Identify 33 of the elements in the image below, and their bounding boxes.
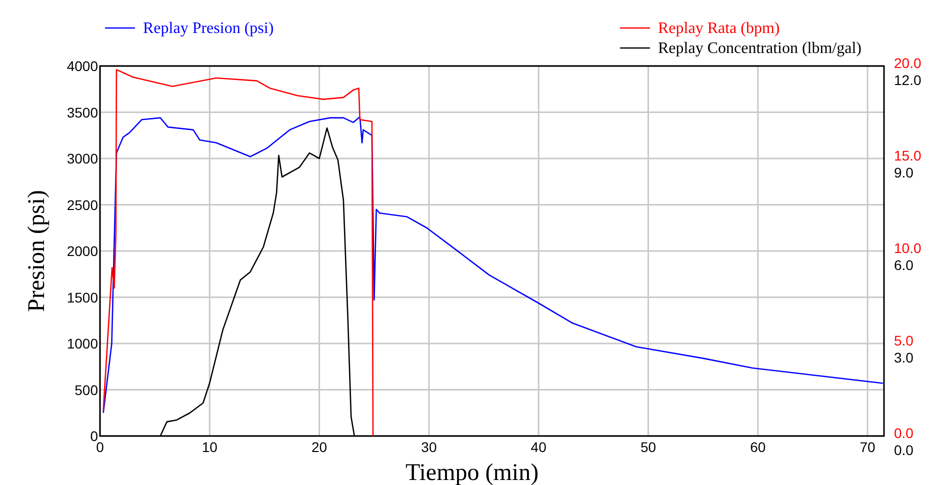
legend-label: Replay Rata (bpm) [658,20,780,37]
y-tick-label: 3000 [66,150,98,166]
y3-tick-label: 0.0 [894,442,914,458]
x-tick-label: 60 [750,439,766,455]
y2-tick-label: 15.0 [894,148,922,164]
y-tick-label: 3500 [66,104,98,120]
y2-tick-label: 0.0 [894,425,914,441]
y3-tick-label: 9.0 [894,164,914,180]
y-axis-title: Presion (psi) [24,190,50,312]
y3-tick-label: 12.0 [894,72,922,88]
y-tick-label: 1500 [66,289,98,306]
y2-tick-label: 20.0 [894,55,922,71]
y3-tick-label: 3.0 [894,350,914,366]
y-tick-label: 2000 [66,243,98,259]
line-series [102,116,884,414]
x-tick-label: 40 [530,439,547,455]
y2-tick-label: 10.0 [894,240,922,256]
x-tick-label: 50 [640,439,656,455]
legend-label: Replay Presion (psi) [143,20,274,37]
x-tick-label: 20 [312,439,328,455]
y-tick-label: 1000 [66,336,98,352]
y-tick-label: 0 [90,428,98,444]
y-tick-label: 500 [74,382,98,398]
x-axis-title: Tiempo (min) [405,460,539,485]
y3-tick-label: 6.0 [894,257,914,273]
legend-label: Replay Concentration (lbm/gal) [658,40,862,57]
x-tick-label: 70 [860,439,876,455]
x-tick-label: 10 [202,439,218,455]
line-series [102,69,374,437]
y-tick-label: 4000 [66,58,98,74]
x-tick-label: 30 [421,439,437,455]
y-tick-label: 2500 [66,196,98,213]
y2-tick-label: 5.0 [894,332,914,348]
